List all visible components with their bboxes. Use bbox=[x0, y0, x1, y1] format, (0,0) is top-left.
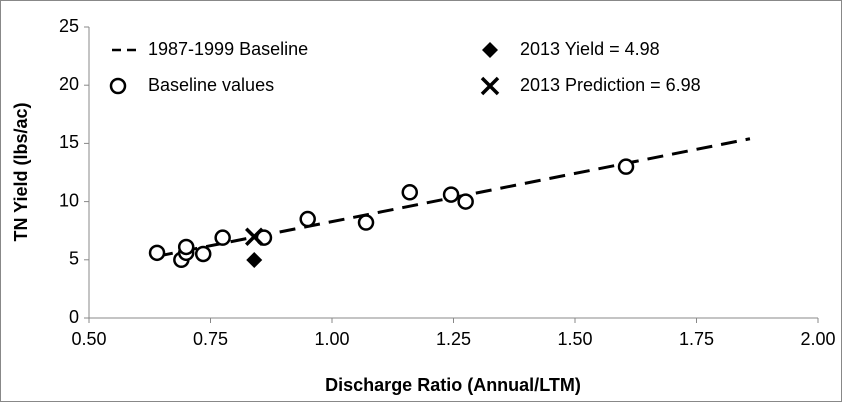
x-tick-label: 1.75 bbox=[679, 329, 714, 349]
x-tick-label: 2.00 bbox=[800, 329, 835, 349]
x-tick-label: 0.75 bbox=[193, 329, 228, 349]
point bbox=[442, 186, 460, 203]
x-axis-title: Discharge Ratio (Annual/LTM) bbox=[325, 375, 581, 395]
legend-symbol bbox=[109, 77, 127, 95]
x-tick-label: 1.50 bbox=[557, 329, 592, 349]
point bbox=[246, 252, 263, 269]
point bbox=[617, 158, 635, 175]
legend-label: 1987-1999 Baseline bbox=[148, 39, 308, 59]
legend-label: 2013 Prediction = 6.98 bbox=[520, 75, 701, 95]
point bbox=[401, 184, 419, 201]
y-axis-title: TN Yield (lbs/ac) bbox=[11, 102, 31, 241]
x-tick-label: 0.50 bbox=[71, 329, 106, 349]
x-tick-label: 1.25 bbox=[436, 329, 471, 349]
legend-symbol bbox=[480, 76, 500, 96]
y-tick-label: 5 bbox=[69, 249, 79, 269]
point bbox=[245, 227, 264, 246]
point bbox=[148, 244, 166, 262]
point bbox=[357, 214, 375, 231]
y-tick-label: 20 bbox=[59, 74, 79, 94]
point bbox=[299, 210, 316, 228]
y-tick-label: 15 bbox=[59, 132, 79, 152]
y-tick-label: 25 bbox=[59, 16, 79, 36]
y-tick-label: 10 bbox=[59, 190, 79, 210]
point bbox=[194, 245, 212, 263]
point bbox=[177, 238, 195, 256]
legend-label: 2013 Yield = 4.98 bbox=[520, 39, 660, 59]
legend-symbol bbox=[482, 42, 498, 58]
legend-label: Baseline values bbox=[148, 75, 274, 95]
point bbox=[457, 193, 474, 210]
point bbox=[214, 229, 231, 246]
y-tick-label: 0 bbox=[69, 307, 79, 327]
x-tick-label: 1.00 bbox=[314, 329, 349, 349]
